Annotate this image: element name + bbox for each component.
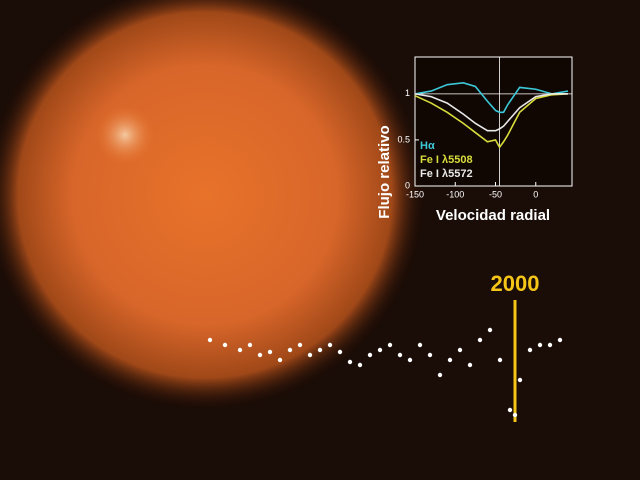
data-point [337,349,343,355]
data-point [357,362,363,368]
data-point [222,342,228,348]
data-point [497,357,503,363]
data-point [447,357,453,363]
data-point [317,347,323,353]
legend-label: Fe I λ5572 [420,168,473,180]
annotation: 2000 [491,271,540,296]
data-point [537,342,543,348]
data-point [527,347,533,353]
data-point [437,372,443,378]
data-point [297,342,303,348]
data-point [407,357,413,363]
y-tick-label: 0.5 [397,134,410,144]
y-tick-label: 1 [405,88,410,98]
series-line [414,93,568,132]
data-point [387,342,393,348]
y-tick-label: 0 [405,180,410,190]
data-point [257,352,263,358]
series-line [414,93,569,149]
data-point [377,347,383,353]
data-point [477,337,483,343]
plot-area [414,56,573,187]
data-point [457,347,463,353]
data-point [417,342,423,348]
data-point [487,327,493,333]
star-core [95,105,155,165]
data-point [547,342,553,348]
data-point [327,342,333,348]
data-point [287,347,293,353]
data-point [507,407,513,413]
data-point [397,352,403,358]
legend-label: Fe I λ5508 [420,154,473,166]
y-axis-label: Flujo relativo [376,125,393,218]
data-point [557,337,563,343]
data-point [427,352,433,358]
legend-label: Hα [420,140,435,152]
x-tick-label: 0 [533,189,538,199]
x-tick-label: -50 [489,189,502,199]
data-point [267,349,273,355]
data-point [517,377,523,383]
series-line [414,81,569,114]
data-point [247,342,253,348]
x-axis-label: Velocidad radial [436,207,550,224]
data-point [347,359,353,365]
data-point [367,352,373,358]
x-tick-label: -150 [406,189,424,199]
x-tick-label: -100 [446,189,464,199]
data-point [237,347,243,353]
data-point [512,412,518,418]
data-point [467,362,473,368]
data-point [207,337,213,343]
data-point [307,352,313,358]
star [0,0,425,410]
data-point [277,357,283,363]
